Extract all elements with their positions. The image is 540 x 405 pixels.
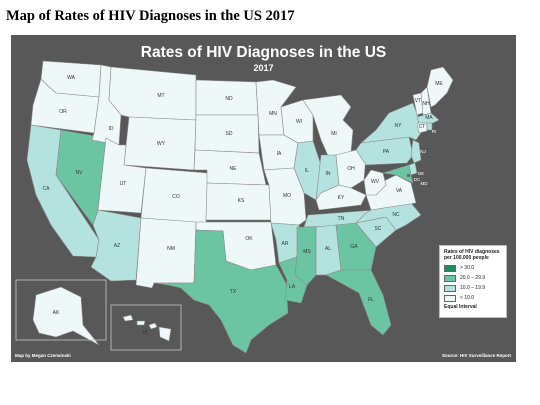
state-label-nh: NH: [422, 101, 430, 107]
legend-title-line2: per 100,000 people: [444, 255, 489, 261]
state-md: [382, 164, 414, 184]
map-year: 2017: [253, 63, 274, 73]
state-label-hi: HI: [143, 330, 148, 336]
state-label-la: LA: [289, 284, 296, 290]
state-label-tx: TX: [230, 289, 237, 295]
state-label-dc: DC: [414, 177, 421, 182]
state-ga: [335, 222, 377, 271]
legend-label: 20.0 – 29.9: [460, 275, 486, 281]
legend-title: Rates of HIV diagnoses per 100,000 peopl…: [444, 249, 502, 261]
state-ut: [97, 137, 147, 214]
state-label-ri: RI: [432, 129, 437, 134]
legend-row: 10.0 – 19.9: [444, 284, 502, 292]
legend-label: 10.0 – 19.9: [460, 285, 486, 291]
state-label-ia: IA: [277, 151, 282, 157]
legend-title-line1: Rates of HIV diagnoses: [444, 249, 500, 255]
state-label-wi: WI: [296, 119, 302, 125]
state-label-nd: ND: [225, 96, 233, 102]
state-label-mn: MN: [269, 111, 277, 117]
legend-row: < 10.0: [444, 294, 502, 302]
state-label-il: IL: [305, 168, 309, 174]
state-ri: [426, 122, 433, 131]
state-ny: [360, 102, 424, 144]
state-nj: [410, 139, 422, 164]
hawaii-inset-frame: [110, 304, 182, 351]
state-label-ma: MA: [425, 115, 433, 121]
state-ms: [294, 226, 317, 286]
state-wv: [363, 169, 387, 196]
state-mt: [108, 66, 197, 121]
map-credit: Map by Megan Czerwinski: [15, 353, 71, 358]
state-ak: [32, 286, 100, 346]
state-tx: [153, 229, 289, 354]
legend-label: < 10.0: [460, 295, 475, 301]
state-label-nm: NM: [167, 246, 175, 252]
state-label-ct: CT: [419, 124, 426, 130]
state-label-wy: WY: [157, 141, 166, 147]
state-label-az: AZ: [114, 243, 120, 249]
legend-swatch: [444, 294, 456, 302]
state-label-oh: OH: [347, 166, 355, 172]
source-credit: Source: HIV Surveillance Report: [441, 353, 511, 358]
state-mi: [302, 94, 354, 159]
state-label-ar: AR: [282, 241, 289, 247]
state-label-nj: NJ: [420, 149, 426, 154]
state-label-or: OR: [59, 109, 67, 115]
state-nc: [355, 202, 422, 231]
state-label-ny: NY: [395, 123, 403, 129]
state-label-id: ID: [109, 126, 114, 132]
state-label-pa: PA: [383, 149, 390, 155]
state-label-va: VA: [396, 188, 403, 194]
state-fl: [325, 269, 392, 336]
state-label-sc: SC: [375, 226, 382, 232]
state-label-al: AL: [325, 246, 331, 252]
state-label-co: CO: [172, 194, 180, 200]
state-label-ak: AK: [53, 310, 60, 316]
state-label-de: DE: [418, 171, 424, 176]
state-label-ut: UT: [120, 181, 127, 187]
legend-swatch: [444, 264, 456, 272]
legend-swatch: [444, 284, 456, 292]
state-label-ks: KS: [238, 198, 245, 204]
page-heading: Map of Rates of HIV Diagnoses in the US …: [6, 8, 295, 24]
state-label-wv: WV: [371, 179, 380, 185]
state-label-in: IN: [326, 171, 331, 177]
state-label-nv: NV: [76, 170, 84, 176]
state-ky: [315, 184, 367, 211]
state-dc: [406, 173, 411, 178]
state-label-mt: MT: [157, 93, 164, 99]
legend-row: 20.0 – 29.9: [444, 274, 502, 282]
state-label-ky: KY: [338, 195, 345, 201]
state-label-wa: WA: [67, 75, 76, 81]
state-label-fl: FL: [368, 297, 374, 303]
map-panel: WA OR CA NV ID MT WY UT AZ CO NM ND SD NE KS OK TX MN IA MO…: [11, 35, 516, 362]
legend-row: > 30.0: [444, 264, 502, 272]
legend-label: > 30.0: [460, 265, 475, 271]
map-title: Rates of HIV Diagnoses in the US: [140, 44, 387, 61]
state-label-ne: NE: [230, 166, 238, 172]
state-nm: [135, 217, 197, 289]
state-label-tn: TN: [338, 216, 345, 222]
state-label-nc: NC: [392, 212, 400, 218]
state-label-md: MD: [421, 181, 429, 186]
state-label-mo: MO: [283, 193, 291, 199]
state-label-ok: OK: [245, 236, 253, 242]
state-label-mi: MI: [331, 131, 337, 137]
state-label-vt: VT: [415, 98, 421, 104]
alaska-inset-frame: [15, 279, 107, 341]
state-me: [426, 66, 454, 108]
state-label-me: ME: [435, 81, 443, 87]
state-label-sd: SD: [226, 131, 233, 137]
us-map: WA OR CA NV ID MT WY UT AZ CO NM ND SD NE KS OK TX MN IA MO…: [15, 60, 454, 354]
state-label-ga: GA: [350, 244, 358, 250]
state-label-ms: MS: [303, 249, 311, 255]
state-ma: [416, 112, 440, 124]
legend-swatch: [444, 274, 456, 282]
legend: Rates of HIV diagnoses per 100,000 peopl…: [439, 245, 507, 318]
state-ct: [416, 122, 428, 134]
state-label-ca: CA: [43, 186, 51, 192]
state-hi: [122, 314, 172, 342]
legend-note: Equal Interval: [444, 304, 477, 310]
